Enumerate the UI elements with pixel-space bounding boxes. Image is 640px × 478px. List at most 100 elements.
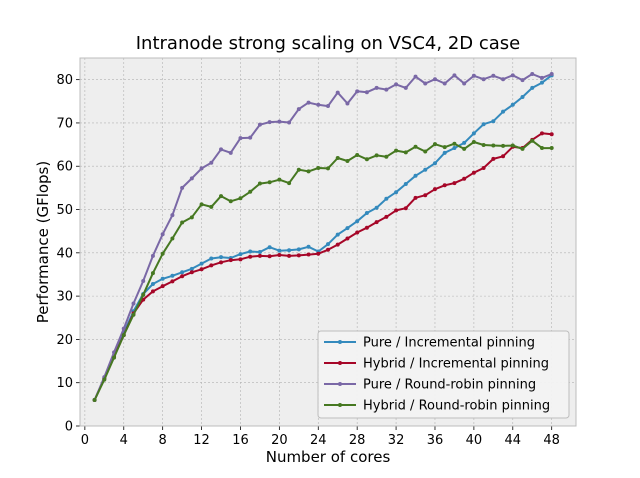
data-point	[539, 80, 544, 85]
x-tick-label: 32	[388, 433, 405, 448]
data-point	[219, 194, 224, 199]
data-point	[277, 248, 282, 253]
data-point	[326, 166, 330, 171]
data-point	[481, 165, 486, 170]
y-tick-label: 10	[56, 376, 73, 391]
data-point	[189, 266, 194, 271]
data-point	[462, 146, 467, 151]
data-point	[316, 251, 321, 256]
data-point	[549, 132, 554, 137]
data-point	[471, 131, 476, 136]
data-point	[238, 252, 243, 257]
data-point	[180, 220, 185, 225]
data-point	[160, 284, 165, 289]
data-point	[403, 181, 408, 186]
data-point	[121, 333, 126, 338]
legend-marker	[338, 340, 342, 344]
x-tick-label: 28	[349, 433, 366, 448]
y-tick-label: 40	[56, 246, 73, 261]
data-point	[189, 270, 194, 275]
data-point	[413, 144, 418, 149]
data-point	[345, 226, 350, 231]
data-point	[150, 271, 155, 276]
data-point	[228, 150, 233, 155]
data-point	[384, 154, 389, 159]
data-point	[520, 94, 525, 99]
data-point	[267, 180, 272, 185]
data-point	[160, 251, 165, 256]
data-point	[530, 85, 535, 90]
data-point	[403, 206, 408, 211]
data-point	[355, 152, 360, 157]
y-tick-label: 20	[56, 333, 73, 348]
data-point	[501, 143, 506, 148]
data-point	[219, 255, 224, 260]
data-point	[432, 142, 437, 147]
data-point	[257, 181, 262, 186]
data-point	[306, 244, 311, 249]
data-point	[248, 135, 253, 140]
data-point	[248, 189, 253, 194]
data-point	[413, 195, 418, 200]
data-point	[306, 252, 311, 257]
data-point	[189, 215, 194, 220]
data-point	[384, 87, 389, 92]
data-point	[277, 252, 282, 257]
data-point	[170, 213, 175, 218]
data-point	[209, 256, 214, 261]
x-tick-label: 4	[120, 433, 128, 448]
data-point	[287, 248, 292, 253]
data-point	[141, 292, 146, 297]
legend-marker	[338, 382, 342, 386]
legend-label: Pure / Round-robin pinning	[363, 378, 536, 393]
data-point	[257, 253, 262, 258]
y-tick-label: 70	[56, 116, 73, 131]
data-point	[364, 90, 369, 95]
data-point	[180, 270, 185, 275]
data-point	[335, 242, 340, 247]
data-point	[364, 157, 369, 162]
data-point	[257, 249, 262, 254]
data-point	[170, 279, 175, 284]
data-point	[248, 254, 253, 259]
data-point	[131, 301, 136, 306]
data-point	[413, 74, 418, 79]
data-point	[481, 143, 486, 148]
data-point	[170, 273, 175, 278]
y-tick-label: 0	[65, 420, 73, 435]
data-point	[520, 146, 525, 151]
plot-frame	[79, 57, 577, 427]
data-point	[257, 122, 262, 127]
data-point	[394, 82, 399, 87]
x-tick-label: 36	[427, 433, 444, 448]
data-point	[413, 173, 418, 178]
data-point	[180, 185, 185, 190]
data-point	[345, 159, 350, 164]
data-point	[539, 131, 544, 136]
series-1	[92, 73, 554, 403]
data-point	[530, 72, 535, 77]
data-point	[238, 196, 243, 201]
data-point	[112, 355, 117, 360]
data-point	[394, 148, 399, 153]
data-point	[481, 77, 486, 82]
data-point	[394, 208, 399, 213]
x-axis-label: Number of cores	[266, 448, 391, 466]
data-point	[355, 230, 360, 235]
data-point	[267, 254, 272, 259]
x-tick-label: 8	[159, 433, 167, 448]
data-point	[501, 109, 506, 114]
data-point	[355, 219, 360, 224]
data-point	[219, 260, 224, 265]
data-point	[462, 176, 467, 181]
data-point	[423, 81, 428, 86]
data-point	[335, 232, 340, 237]
data-point	[501, 77, 506, 82]
data-point	[209, 160, 214, 165]
data-point	[530, 138, 535, 143]
y-tick-label: 30	[56, 290, 73, 305]
data-point	[238, 257, 243, 262]
legend-label: Hybrid / Round-robin pinning	[363, 399, 550, 414]
data-point	[394, 190, 399, 195]
data-point	[150, 289, 155, 294]
